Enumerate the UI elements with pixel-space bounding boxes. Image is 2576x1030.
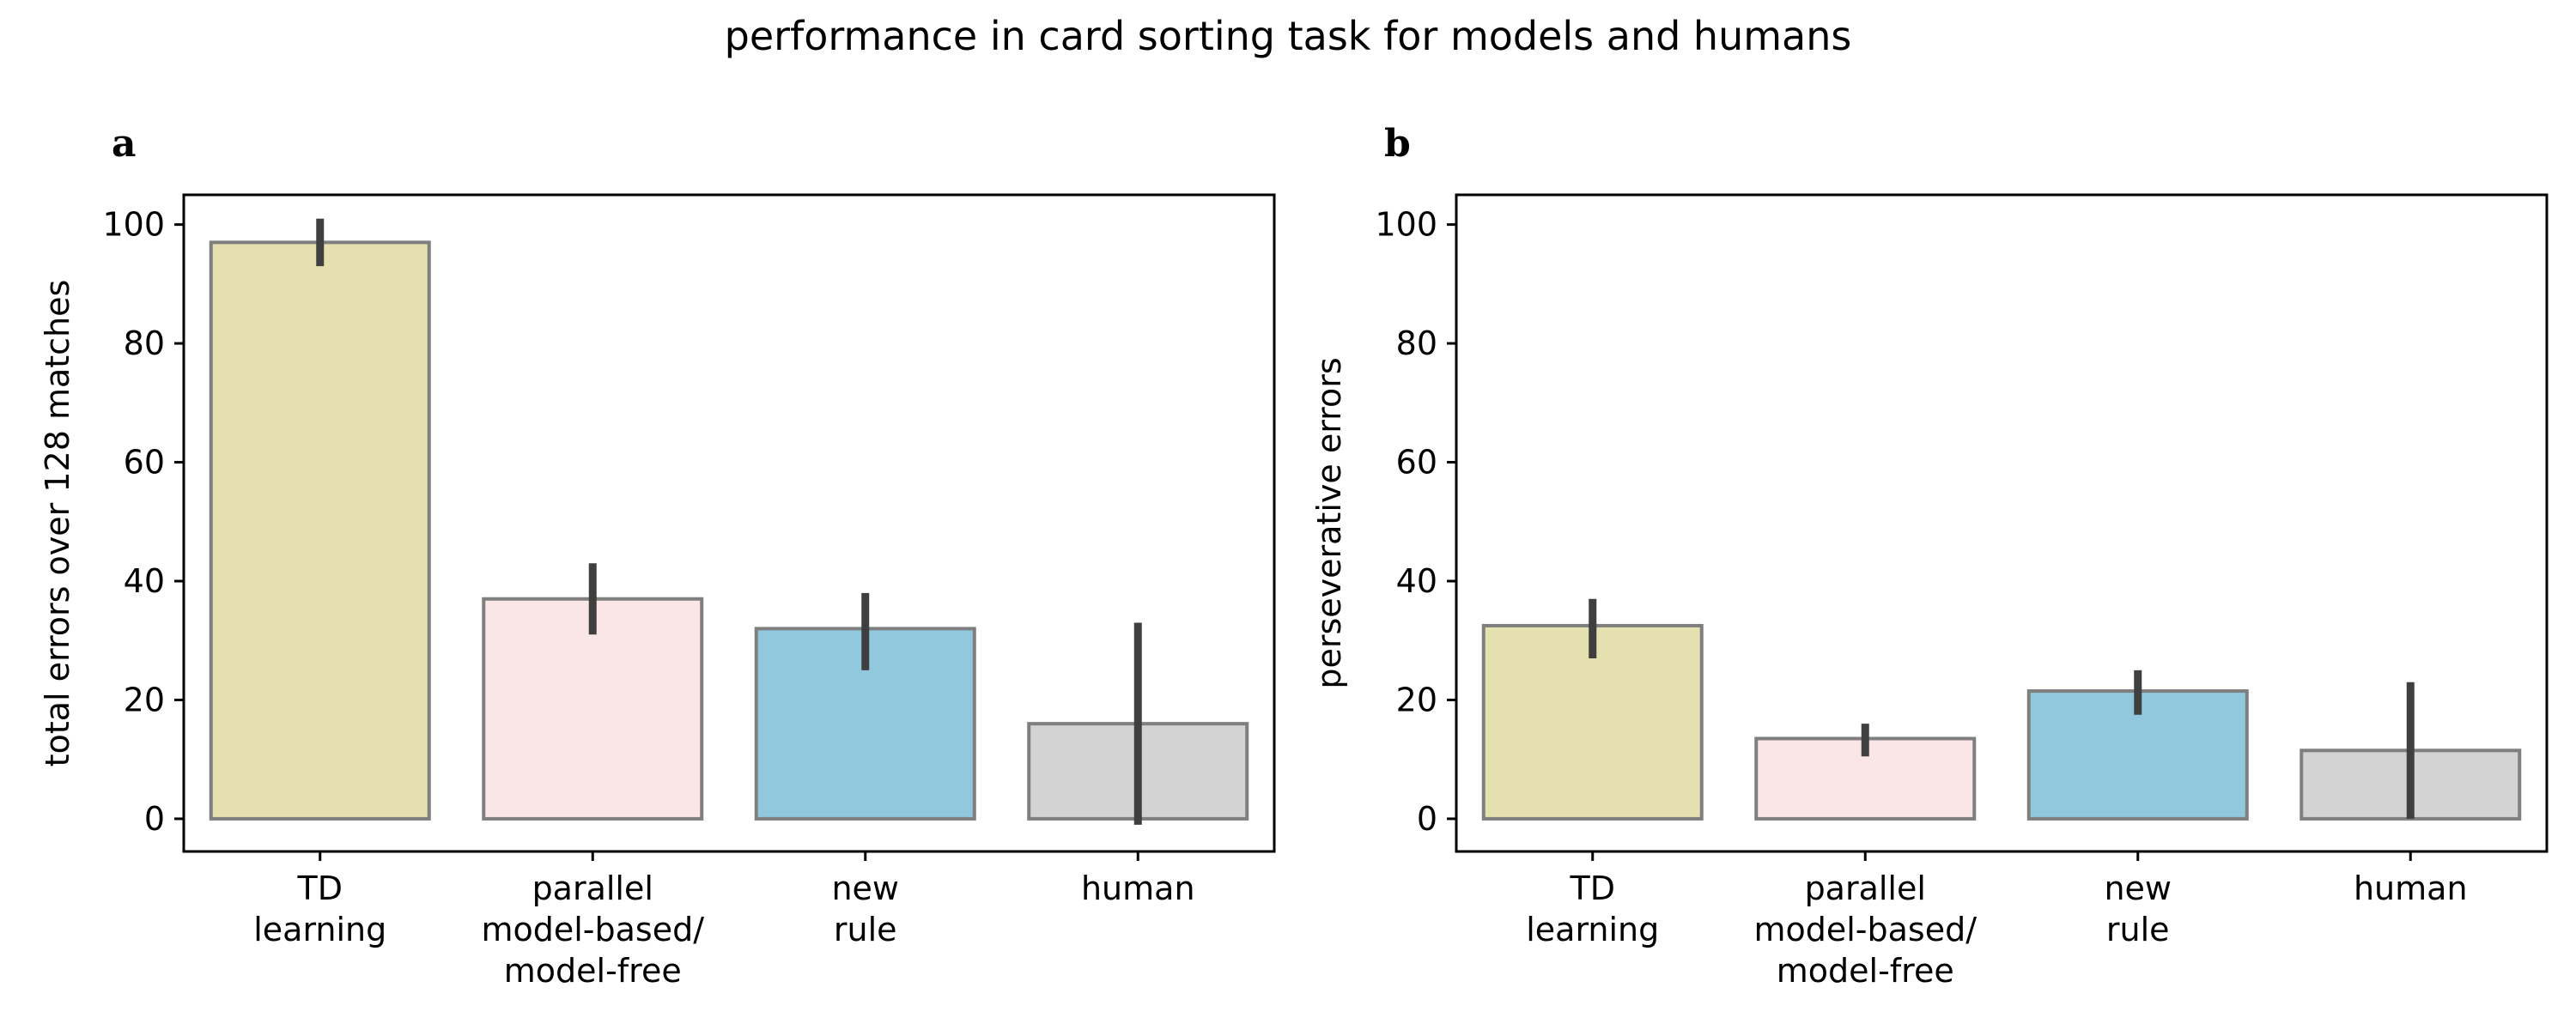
x-tick-label: human: [2354, 869, 2468, 907]
x-tick-label: human: [1081, 869, 1195, 907]
y-tick-label: 0: [1417, 800, 1437, 838]
y-tick-label: 80: [124, 324, 165, 362]
y-tick-label: 100: [102, 206, 165, 244]
figure-title: performance in card sorting task for mod…: [725, 13, 1852, 59]
y-tick-label: 0: [144, 800, 165, 838]
plot-frame: [182, 193, 1276, 853]
y-tick-label: 20: [1396, 681, 1437, 718]
y-tick-label: 20: [124, 681, 165, 718]
panel-letter: a: [112, 122, 137, 166]
y-tick-label: 80: [1396, 324, 1437, 362]
x-tick-label: new rule: [2104, 869, 2172, 948]
y-tick-label: 40: [1396, 562, 1437, 600]
panel-letter: b: [1384, 122, 1411, 166]
bar: [482, 597, 704, 821]
y-tick-label: 60: [124, 444, 165, 482]
bar: [1754, 736, 1977, 821]
panel-b: b TD learning parallel model-based/model-fre…: [1310, 122, 2549, 990]
y-tick-label: 100: [1375, 206, 1437, 244]
x-tick-label: parallel model-based/model-free: [1753, 869, 1977, 990]
y-axis-label: perseverative errors: [1310, 357, 1348, 688]
y-tick-label: 40: [124, 562, 165, 600]
x-tick-label: parallel model-based/model-free: [481, 869, 704, 990]
y-tick-label: 60: [1396, 444, 1437, 482]
bar: [209, 240, 431, 821]
y-axis-label: total errors over 128 matches: [39, 280, 76, 767]
x-tick-label: TD learning: [253, 869, 386, 948]
plot-frame: [1455, 193, 2549, 853]
panel-a: a TD learning parallel model-based/model-fre…: [39, 122, 1276, 990]
x-tick-label: TD learning: [1526, 869, 1659, 948]
x-tick-label: new rule: [831, 869, 899, 948]
